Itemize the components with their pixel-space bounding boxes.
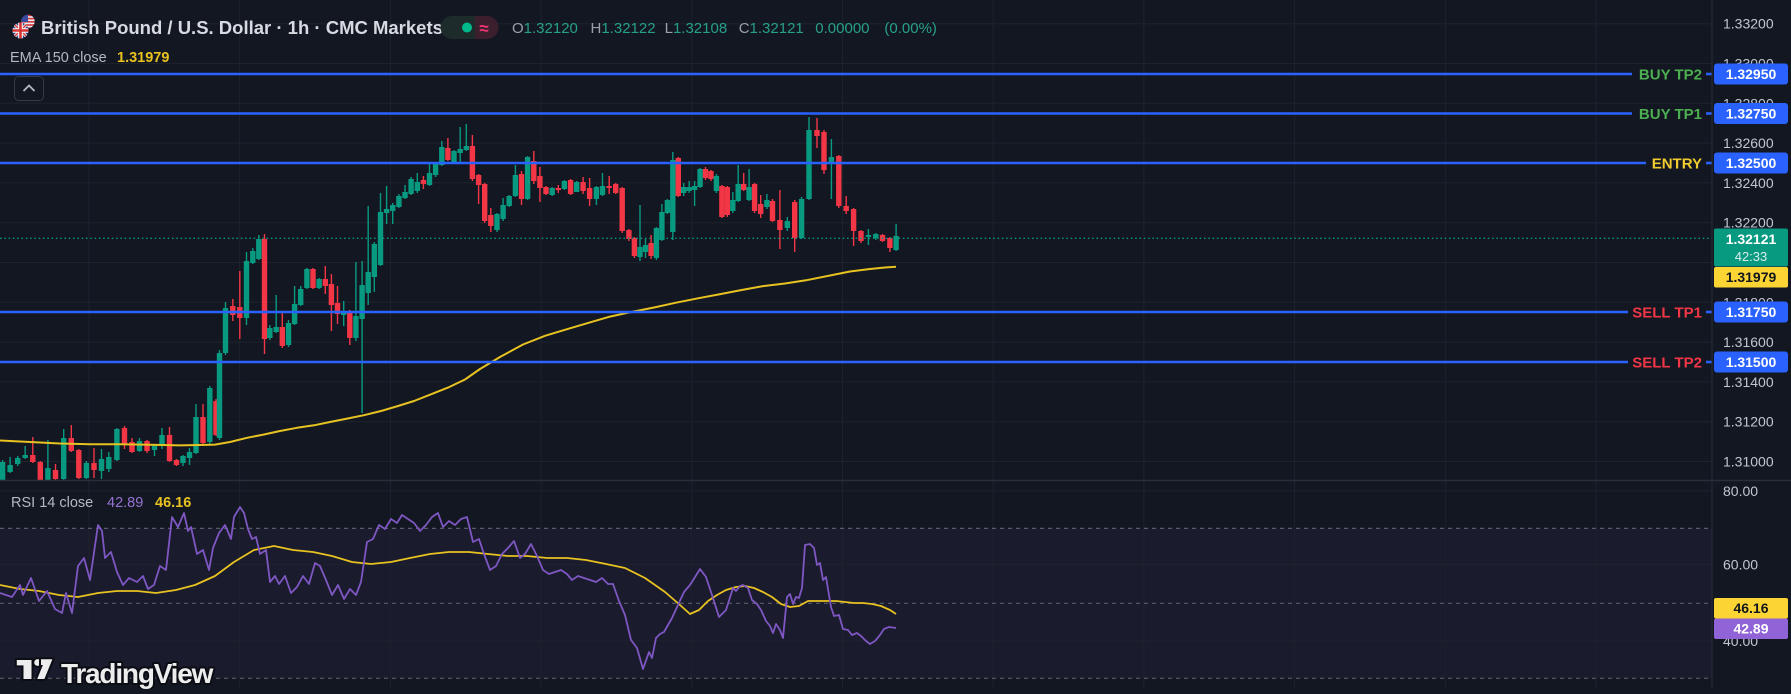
svg-text:1.31200: 1.31200 <box>1723 414 1774 430</box>
svg-text:RSI 14 close: RSI 14 close <box>11 495 93 511</box>
svg-text:1.32400: 1.32400 <box>1723 175 1774 191</box>
svg-text:1.31500: 1.31500 <box>1726 354 1777 370</box>
svg-text:1.32121: 1.32121 <box>1726 231 1777 247</box>
svg-text:42.89: 42.89 <box>107 495 143 511</box>
svg-text:42:33: 42:33 <box>1735 249 1768 264</box>
svg-text:1.31979: 1.31979 <box>117 50 169 66</box>
svg-text:46.16: 46.16 <box>1733 600 1768 616</box>
svg-text:1.32500: 1.32500 <box>1726 155 1777 171</box>
svg-text:1.32600: 1.32600 <box>1723 135 1774 151</box>
svg-text:British Pound / U.S. Dollar ·: British Pound / U.S. Dollar · 1h · CMC M… <box>41 17 443 38</box>
svg-text:EMA 150 close: EMA 150 close <box>10 50 107 66</box>
svg-text:C1.32121: C1.32121 <box>739 20 804 37</box>
svg-text:O1.32120: O1.32120 <box>512 20 578 37</box>
svg-text:1.32950: 1.32950 <box>1726 66 1777 82</box>
svg-text:80.00: 80.00 <box>1723 483 1758 499</box>
svg-text:SELL TP1: SELL TP1 <box>1632 305 1702 322</box>
svg-text:1.31000: 1.31000 <box>1723 454 1774 470</box>
svg-text:TradingView: TradingView <box>61 658 214 689</box>
svg-text:(0.00%): (0.00%) <box>884 20 937 37</box>
svg-text:0.00000: 0.00000 <box>815 20 869 37</box>
svg-text:≈: ≈ <box>479 19 488 38</box>
svg-text:H1.32122: H1.32122 <box>591 20 656 37</box>
svg-text:46.16: 46.16 <box>155 495 191 511</box>
svg-text:1.31979: 1.31979 <box>1726 269 1777 285</box>
svg-text:1.32200: 1.32200 <box>1723 215 1774 231</box>
svg-text:60.00: 60.00 <box>1723 557 1758 573</box>
svg-text:42.89: 42.89 <box>1733 621 1768 637</box>
svg-text:BUY TP1: BUY TP1 <box>1639 106 1702 123</box>
svg-text:1.31600: 1.31600 <box>1723 334 1774 350</box>
svg-text:1.31400: 1.31400 <box>1723 374 1774 390</box>
svg-text:1.31750: 1.31750 <box>1726 304 1777 320</box>
svg-text:1.33200: 1.33200 <box>1723 16 1774 32</box>
svg-text:L1.32108: L1.32108 <box>665 20 728 37</box>
svg-text:ENTRY: ENTRY <box>1652 156 1702 173</box>
svg-text:BUY TP2: BUY TP2 <box>1639 67 1702 84</box>
svg-text:SELL TP2: SELL TP2 <box>1632 355 1702 372</box>
svg-text:1.32750: 1.32750 <box>1726 106 1777 122</box>
